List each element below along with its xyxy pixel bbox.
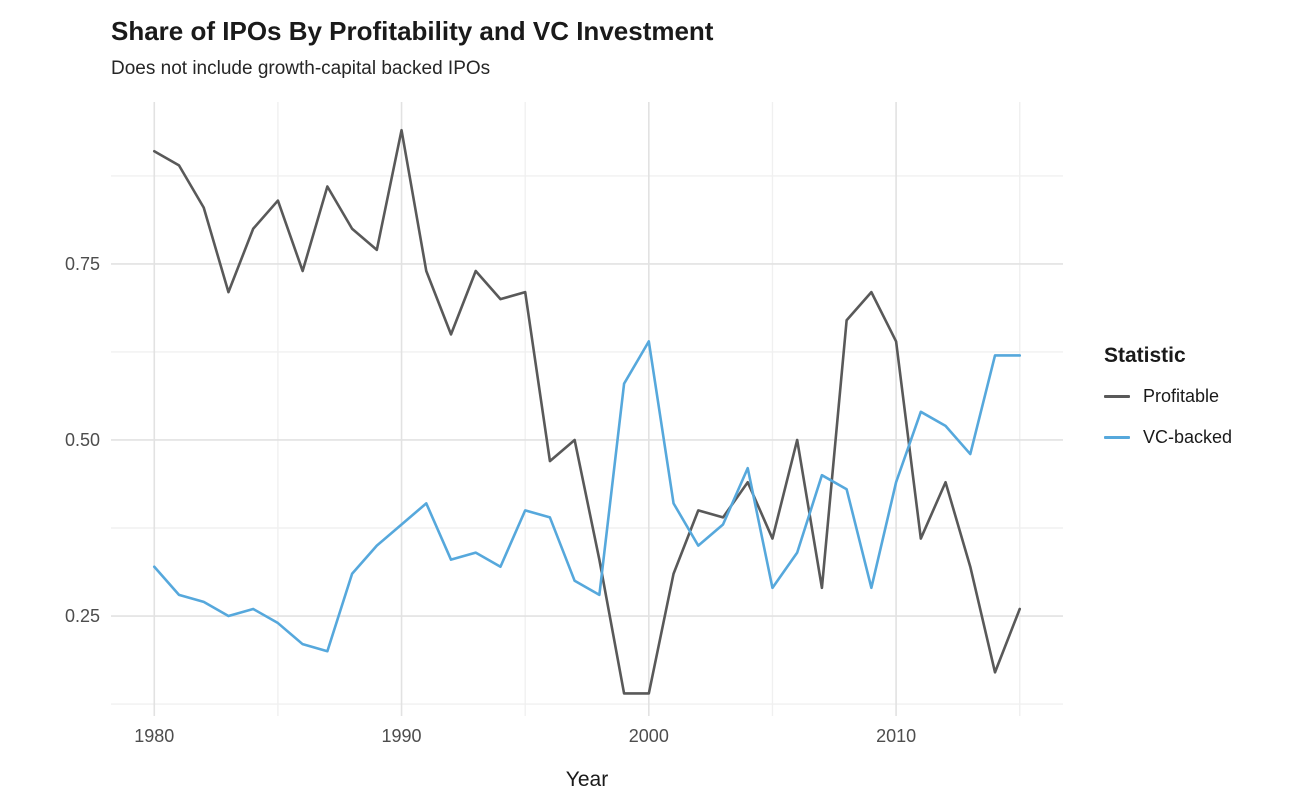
legend-entry-vc-backed: VC-backed <box>1104 427 1294 448</box>
x-tick-label: 1990 <box>382 726 422 746</box>
y-tick-label: 0.25 <box>65 606 100 626</box>
major-gridlines <box>111 102 1063 716</box>
chart-title: Share of IPOs By Profitability and VC In… <box>111 16 714 46</box>
axis-tick-labels: 1980 1990 2000 2010 0.25 0.50 0.75 <box>65 254 916 746</box>
x-tick-label: 2000 <box>629 726 669 746</box>
legend-entries: Profitable VC-backed <box>1104 386 1294 448</box>
y-tick-label: 0.50 <box>65 430 100 450</box>
minor-gridlines <box>111 102 1063 716</box>
legend-title: Statistic <box>1104 344 1186 367</box>
x-tick-label: 1980 <box>134 726 174 746</box>
x-axis-title: Year <box>566 768 608 791</box>
series-line-profitable <box>152 128 1022 695</box>
x-tick-label: 2010 <box>876 726 916 746</box>
y-tick-label: 0.75 <box>65 254 100 274</box>
chart-subtitle: Does not include growth-capital backed I… <box>111 58 491 79</box>
legend-label: VC-backed <box>1143 427 1233 447</box>
legend-key-line <box>1104 395 1130 398</box>
series-line-vc-backed <box>152 340 1022 653</box>
legend: Statistic Profitable VC-backed <box>1104 344 1294 468</box>
legend-entry-profitable: Profitable <box>1104 386 1294 407</box>
legend-key-line <box>1104 436 1130 439</box>
series-lines <box>152 128 1022 695</box>
legend-label: Profitable <box>1143 386 1220 406</box>
